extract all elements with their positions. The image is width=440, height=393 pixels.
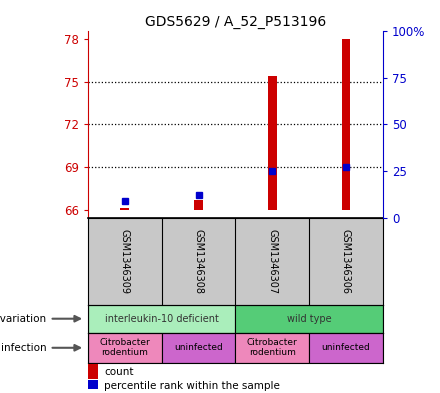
Bar <box>88 305 235 332</box>
Bar <box>341 39 350 210</box>
Bar <box>235 305 383 332</box>
Text: GSM1346309: GSM1346309 <box>120 229 130 294</box>
Bar <box>162 332 235 363</box>
Bar <box>309 332 383 363</box>
Bar <box>88 380 98 393</box>
Text: GSM1346307: GSM1346307 <box>267 229 277 294</box>
Text: genotype/variation: genotype/variation <box>0 314 47 324</box>
Text: percentile rank within the sample: percentile rank within the sample <box>104 382 280 391</box>
Text: Citrobacter
rodentium: Citrobacter rodentium <box>247 338 297 358</box>
Text: GSM1346306: GSM1346306 <box>341 229 351 294</box>
Text: interleukin-10 deficient: interleukin-10 deficient <box>105 314 219 324</box>
Bar <box>88 364 98 378</box>
Bar <box>235 332 309 363</box>
Bar <box>268 76 277 210</box>
Text: count: count <box>104 367 134 376</box>
Text: uninfected: uninfected <box>174 343 223 352</box>
Title: GDS5629 / A_52_P513196: GDS5629 / A_52_P513196 <box>145 15 326 29</box>
Bar <box>194 200 203 210</box>
Text: GSM1346308: GSM1346308 <box>194 229 204 294</box>
Text: infection: infection <box>1 343 47 353</box>
Bar <box>88 332 162 363</box>
Text: Citrobacter
rodentium: Citrobacter rodentium <box>99 338 150 358</box>
Text: wild type: wild type <box>287 314 331 324</box>
Text: uninfected: uninfected <box>322 343 370 352</box>
Bar <box>121 208 129 210</box>
